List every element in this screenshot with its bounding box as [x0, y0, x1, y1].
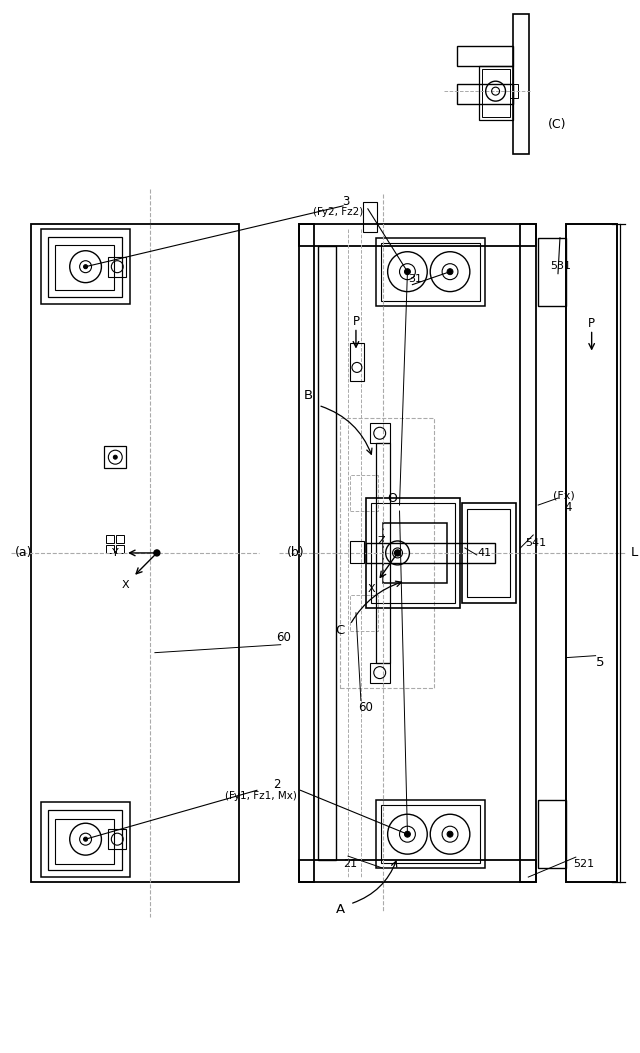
Text: 3: 3 — [342, 196, 349, 208]
Text: 4: 4 — [564, 500, 572, 514]
Bar — [457, 84, 513, 104]
Bar — [513, 15, 529, 154]
Text: (Fx): (Fx) — [553, 490, 575, 500]
Bar — [479, 66, 513, 120]
Bar — [511, 84, 518, 98]
Text: 31: 31 — [408, 274, 422, 283]
Text: B: B — [304, 389, 313, 402]
Text: O: O — [388, 492, 397, 504]
Bar — [462, 503, 516, 602]
Circle shape — [84, 264, 88, 269]
Bar — [41, 802, 130, 877]
Bar — [538, 238, 566, 305]
Bar — [48, 237, 122, 297]
Bar — [376, 238, 484, 305]
Bar — [104, 446, 126, 469]
Bar — [350, 343, 364, 381]
Text: A: A — [335, 903, 345, 916]
Bar — [370, 662, 390, 682]
Bar — [370, 423, 390, 443]
Bar — [106, 545, 115, 553]
Bar — [116, 535, 124, 543]
Text: 2: 2 — [273, 778, 280, 791]
Circle shape — [396, 551, 399, 555]
Text: 60: 60 — [276, 631, 291, 644]
Text: 60: 60 — [358, 701, 373, 714]
Bar — [106, 535, 115, 543]
Bar — [55, 819, 115, 865]
Circle shape — [395, 550, 401, 556]
Bar — [381, 806, 480, 863]
Bar — [55, 244, 115, 290]
Circle shape — [404, 831, 410, 837]
Text: C: C — [335, 624, 345, 637]
Bar — [482, 69, 511, 117]
Text: P: P — [588, 317, 595, 330]
Text: 521: 521 — [573, 859, 595, 869]
Bar — [376, 443, 390, 662]
Circle shape — [447, 831, 453, 837]
Circle shape — [154, 550, 160, 556]
Text: (b): (b) — [287, 547, 304, 559]
Bar — [108, 829, 126, 849]
Text: (C): (C) — [548, 118, 566, 131]
Circle shape — [113, 455, 117, 459]
Bar — [376, 800, 484, 868]
Bar — [350, 475, 378, 511]
Text: 541: 541 — [525, 538, 547, 548]
Bar — [350, 595, 378, 631]
Text: P: P — [353, 315, 360, 329]
Text: Y: Y — [112, 548, 118, 558]
Bar — [298, 224, 536, 245]
Bar — [116, 545, 124, 553]
Text: L: L — [630, 547, 637, 559]
Bar — [48, 810, 122, 870]
Bar — [467, 509, 511, 597]
Text: (a): (a) — [15, 547, 33, 559]
Circle shape — [447, 269, 453, 275]
Bar — [318, 245, 336, 860]
Bar — [366, 543, 495, 563]
Text: X: X — [368, 583, 376, 594]
Bar — [31, 224, 239, 882]
Text: Z: Z — [378, 536, 385, 545]
Text: 531: 531 — [550, 261, 572, 271]
Bar — [41, 229, 130, 303]
Bar — [371, 503, 455, 602]
Circle shape — [404, 269, 410, 275]
Bar — [363, 202, 377, 232]
Bar — [457, 46, 513, 66]
Bar — [538, 800, 566, 868]
Bar — [298, 224, 314, 882]
Bar — [383, 523, 447, 583]
Bar — [350, 541, 364, 563]
Bar — [340, 418, 434, 688]
Bar — [108, 257, 126, 277]
Text: 21: 21 — [343, 859, 357, 869]
Bar — [366, 498, 460, 608]
Circle shape — [84, 837, 88, 841]
Text: 41: 41 — [477, 548, 492, 558]
Bar — [298, 860, 536, 882]
Bar — [381, 243, 480, 300]
Bar — [566, 224, 618, 882]
Text: (Fy2, Fz2): (Fy2, Fz2) — [313, 206, 364, 217]
Bar — [520, 224, 536, 882]
Text: (Fy1, Fz1, Mx): (Fy1, Fz1, Mx) — [225, 791, 297, 801]
Text: X: X — [122, 580, 129, 590]
Text: 5: 5 — [596, 656, 605, 669]
